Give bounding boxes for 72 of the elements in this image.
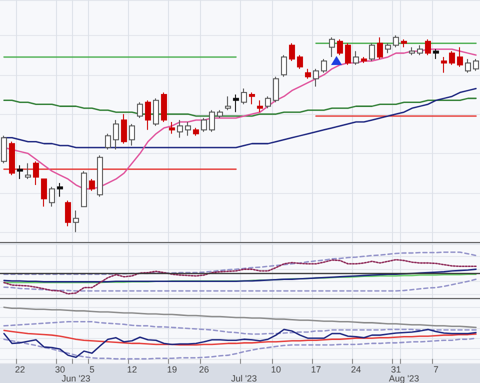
candlestick [265, 96, 271, 109]
candlestick [185, 121, 191, 136]
x-tick-label: Jun '23 [62, 374, 90, 383]
x-tick-label: 5 [89, 364, 95, 374]
candlestick [145, 100, 151, 130]
candlestick [273, 76, 279, 103]
candlestick [209, 110, 215, 132]
candlestick [25, 162, 31, 180]
x-tick-label: 22 [14, 364, 26, 374]
candlestick [321, 58, 327, 74]
candlestick [449, 50, 455, 66]
x-tick-label: 7 [433, 364, 439, 374]
candlestick [401, 38, 407, 48]
x-tick-label: 12 [126, 364, 138, 374]
candlestick [417, 44, 423, 56]
candlestick [121, 114, 127, 144]
candlestick [329, 36, 335, 58]
candlestick [281, 54, 287, 78]
candlestick [353, 50, 359, 66]
candlestick [433, 48, 439, 60]
candlestick [169, 121, 175, 134]
candlestick [137, 102, 143, 119]
x-tick-label: Aug '23 [388, 374, 420, 383]
x-tick-label: Jul '23 [231, 374, 257, 383]
candlestick [153, 98, 159, 126]
candlestick [361, 56, 367, 64]
candlestick [161, 92, 167, 122]
candlestick [225, 96, 231, 111]
x-tick-label: 19 [166, 364, 178, 374]
candlestick [97, 154, 103, 198]
candlestick [345, 42, 351, 66]
x-tick-label: 30 [54, 364, 66, 374]
candlestick [193, 127, 199, 136]
candlestick [377, 36, 383, 60]
candlestick [313, 68, 319, 88]
candlestick [33, 160, 39, 186]
candlestick [217, 110, 223, 119]
candlestick [425, 38, 431, 56]
candlestick [177, 120, 183, 138]
candlestick [65, 200, 71, 227]
candlestick [393, 34, 399, 48]
x-tick-label: 10 [270, 364, 282, 374]
candlestick [369, 42, 375, 62]
x-tick-label: 17 [310, 364, 322, 374]
candlestick [105, 133, 111, 150]
candlestick [385, 42, 391, 54]
candlestick [441, 56, 447, 74]
candlestick [9, 141, 15, 176]
x-tick-label: 24 [350, 364, 362, 374]
candlestick [409, 46, 415, 56]
candlestick [457, 46, 463, 68]
candlestick [81, 170, 87, 208]
x-tick-label: 31 [390, 364, 402, 374]
candlestick [17, 164, 23, 180]
x-tick-label: 26 [198, 364, 210, 374]
candlestick [297, 54, 303, 70]
candlestick [89, 178, 95, 192]
candlestick [233, 94, 239, 113]
candlestick [257, 100, 263, 113]
candlestick [289, 42, 295, 62]
candlestick [241, 88, 247, 105]
candlestick [305, 68, 311, 80]
candlestick [129, 123, 135, 146]
candlestick [73, 210, 79, 233]
candlestick [201, 118, 207, 132]
candlestick [113, 120, 119, 150]
candlestick [465, 58, 471, 74]
candlestick [337, 38, 343, 56]
candlestick [249, 92, 255, 105]
candlestick [57, 182, 63, 198]
candlestick [41, 178, 47, 208]
candlestick [49, 186, 55, 208]
